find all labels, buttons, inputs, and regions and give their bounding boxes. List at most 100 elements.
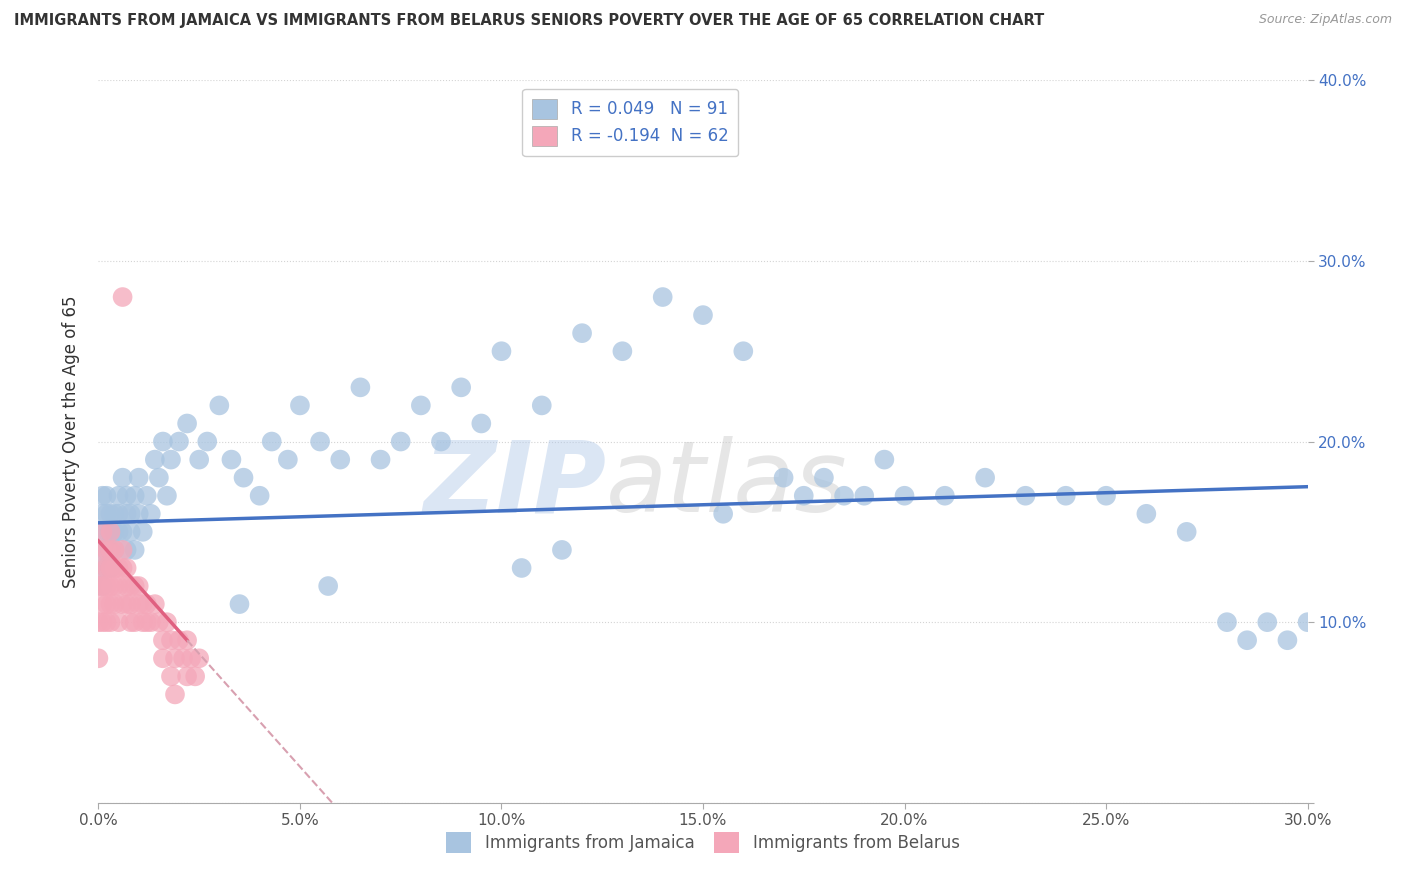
- Point: [115, 597, 138, 611]
- Point: [103, 561, 125, 575]
- Point: [91, 615, 114, 630]
- Point: [733, 344, 755, 359]
- Point: [115, 489, 138, 503]
- Point: [163, 651, 186, 665]
- Point: [711, 507, 734, 521]
- Point: [370, 452, 392, 467]
- Point: [893, 489, 915, 503]
- Point: [100, 542, 122, 557]
- Point: [120, 615, 142, 630]
- Point: [111, 542, 134, 557]
- Point: [96, 542, 118, 557]
- Point: [1216, 615, 1239, 630]
- Point: [91, 561, 114, 575]
- Point: [208, 398, 231, 412]
- Point: [228, 597, 250, 611]
- Point: [120, 507, 142, 521]
- Point: [1296, 615, 1319, 630]
- Point: [107, 507, 129, 521]
- Point: [148, 615, 170, 630]
- Point: [103, 542, 125, 557]
- Point: [510, 561, 533, 575]
- Point: [139, 615, 162, 630]
- Point: [120, 579, 142, 593]
- Point: [87, 579, 110, 593]
- Point: [160, 669, 183, 683]
- Point: [91, 507, 114, 521]
- Point: [100, 561, 122, 575]
- Point: [135, 597, 157, 611]
- Point: [91, 524, 114, 539]
- Point: [974, 471, 997, 485]
- Point: [853, 489, 876, 503]
- Point: [260, 434, 283, 449]
- Point: [167, 633, 190, 648]
- Text: IMMIGRANTS FROM JAMAICA VS IMMIGRANTS FROM BELARUS SENIORS POVERTY OVER THE AGE : IMMIGRANTS FROM JAMAICA VS IMMIGRANTS FR…: [14, 13, 1045, 29]
- Point: [470, 417, 492, 431]
- Point: [184, 669, 207, 683]
- Point: [450, 380, 472, 394]
- Point: [91, 579, 114, 593]
- Text: Source: ZipAtlas.com: Source: ZipAtlas.com: [1258, 13, 1392, 27]
- Point: [128, 471, 150, 485]
- Point: [551, 542, 574, 557]
- Point: [132, 615, 155, 630]
- Point: [87, 651, 110, 665]
- Point: [195, 434, 218, 449]
- Point: [91, 597, 114, 611]
- Point: [1135, 507, 1157, 521]
- Point: [96, 507, 118, 521]
- Point: [96, 524, 118, 539]
- Point: [249, 489, 271, 503]
- Point: [96, 597, 118, 611]
- Point: [1014, 489, 1036, 503]
- Point: [100, 597, 122, 611]
- Point: [100, 561, 122, 575]
- Point: [571, 326, 593, 340]
- Point: [111, 524, 134, 539]
- Point: [152, 633, 174, 648]
- Point: [221, 452, 243, 467]
- Text: ZIP: ZIP: [423, 436, 606, 533]
- Point: [111, 290, 134, 304]
- Point: [107, 489, 129, 503]
- Point: [309, 434, 332, 449]
- Point: [103, 524, 125, 539]
- Point: [100, 542, 122, 557]
- Point: [813, 471, 835, 485]
- Point: [167, 434, 190, 449]
- Point: [163, 687, 186, 701]
- Point: [100, 579, 122, 593]
- Point: [1095, 489, 1118, 503]
- Point: [115, 561, 138, 575]
- Point: [491, 344, 513, 359]
- Point: [148, 471, 170, 485]
- Point: [91, 579, 114, 593]
- Point: [349, 380, 371, 394]
- Point: [530, 398, 553, 412]
- Point: [139, 507, 162, 521]
- Point: [124, 542, 146, 557]
- Point: [832, 489, 855, 503]
- Point: [232, 471, 254, 485]
- Point: [103, 579, 125, 593]
- Legend: Immigrants from Jamaica, Immigrants from Belarus: Immigrants from Jamaica, Immigrants from…: [440, 826, 966, 860]
- Point: [873, 452, 896, 467]
- Point: [91, 542, 114, 557]
- Y-axis label: Seniors Poverty Over the Age of 65: Seniors Poverty Over the Age of 65: [62, 295, 80, 588]
- Point: [409, 398, 432, 412]
- Point: [124, 579, 146, 593]
- Point: [160, 633, 183, 648]
- Point: [1175, 524, 1198, 539]
- Point: [120, 597, 142, 611]
- Point: [651, 290, 673, 304]
- Point: [100, 524, 122, 539]
- Point: [87, 615, 110, 630]
- Point: [100, 615, 122, 630]
- Point: [91, 489, 114, 503]
- Point: [132, 524, 155, 539]
- Point: [132, 597, 155, 611]
- Point: [100, 524, 122, 539]
- Point: [96, 561, 118, 575]
- Point: [692, 308, 714, 322]
